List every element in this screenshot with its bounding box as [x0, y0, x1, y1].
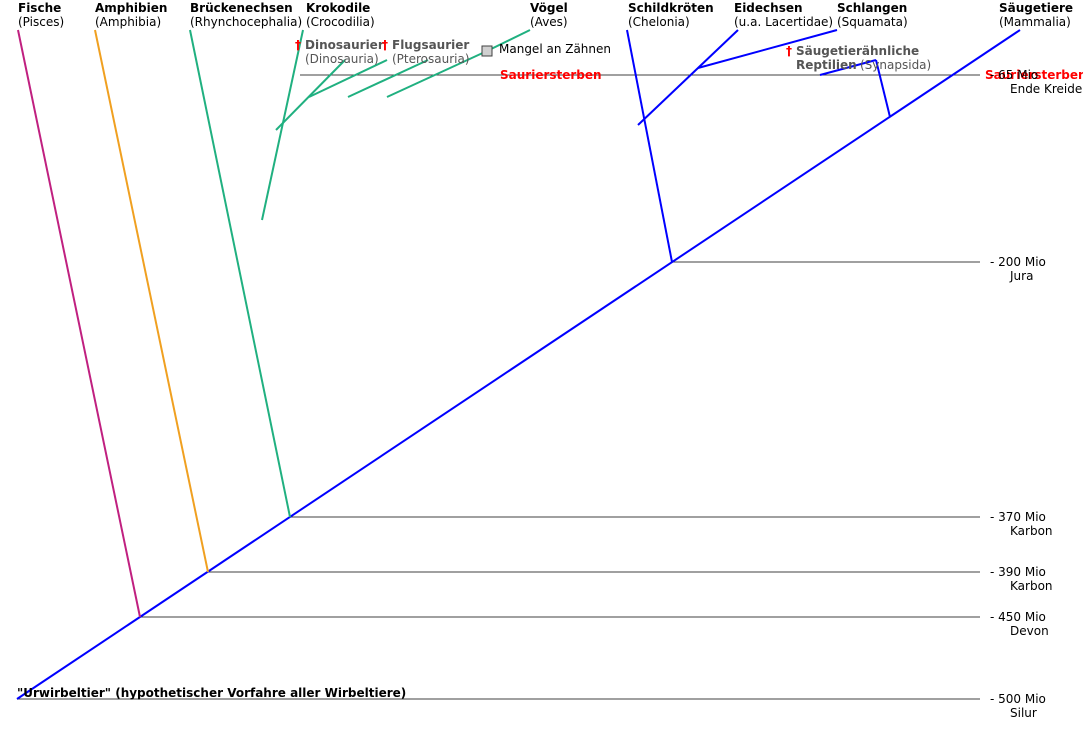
taxon-eidechsen-name: Eidechsen: [734, 1, 803, 15]
taxon-voegel-latin: (Aves): [530, 15, 568, 29]
phylogeny-diagram: Fische(Pisces) Amphibien(Amphibia) Brücken…: [0, 0, 1083, 732]
time-period-0: Ende Kreide: [1010, 82, 1082, 96]
time-period-5: Silur: [1010, 706, 1037, 720]
sauriersterben-label-0: Sauriersterben: [500, 68, 602, 82]
branch-amphibien: [95, 30, 208, 572]
extinct-flugsaurier-name: Flugsaurier: [392, 38, 469, 52]
square-marker-icon: [482, 46, 492, 56]
root-label: "Urwirbeltier" (hypothetischer Vorfahre …: [17, 686, 406, 700]
taxon-schlangen-name: Schlangen: [837, 1, 907, 15]
branch-krokodile: [262, 30, 303, 220]
dagger-dinosaurier: †: [295, 38, 301, 52]
extinct-flugsaurier-latin: (Pterosauria): [392, 52, 470, 66]
extinct-synapsida-name2: Reptilien: [796, 58, 857, 72]
branch-archosaur-inner: [276, 60, 345, 130]
taxon-schlangen-latin: (Squamata): [837, 15, 908, 29]
taxon-bruecken-latin: (Rhynchocephalia): [190, 15, 302, 29]
dagger-flugsaurier: †: [382, 38, 388, 52]
taxon-fische-name: Fische: [18, 1, 61, 15]
branch-schildkroeten: [627, 30, 672, 262]
note-mangel-an-zaehnen: Mangel an Zähnen: [499, 42, 611, 56]
time-age-4: - 450 Mio: [990, 610, 1046, 624]
taxon-krokodile-latin: (Crocodilia): [306, 15, 375, 29]
extinct-synapsida-latin: (Synapsida): [860, 58, 931, 72]
branch-bruecken-trunk: [190, 30, 290, 517]
taxon-voegel-name: Vögel: [530, 1, 568, 15]
time-age-5: - 500 Mio: [990, 692, 1046, 706]
backbone-line: [17, 30, 1020, 699]
dagger-synapsida: †: [786, 44, 792, 58]
extinct-dinosaurier-latin: (Dinosauria): [305, 52, 379, 66]
taxon-amphibien-latin: (Amphibia): [95, 15, 161, 29]
taxon-eidechsen-latin: (u.a. Lacertidae): [734, 15, 833, 29]
branch-fische: [18, 30, 140, 617]
taxon-fische-latin: (Pisces): [18, 15, 64, 29]
taxon-saeugetiere-name: Säugetiere: [999, 1, 1073, 15]
taxon-amphibien-name: Amphibien: [95, 1, 167, 15]
time-age-2: - 370 Mio: [990, 510, 1046, 524]
time-period-1: Jura: [1009, 269, 1033, 283]
time-period-2: Karbon: [1010, 524, 1053, 538]
taxon-krokodile-name: Krokodile: [306, 1, 370, 15]
time-period-3: Karbon: [1010, 579, 1053, 593]
time-period-4: Devon: [1010, 624, 1049, 638]
taxon-schildkroeten-name: Schildkröten: [628, 1, 714, 15]
time-age-1: - 200 Mio: [990, 255, 1046, 269]
extinct-synapsida-name1: Säugetierähnliche: [796, 44, 919, 58]
taxon-saeugetiere-latin: (Mammalia): [999, 15, 1071, 29]
taxon-bruecken-name: Brückenechsen: [190, 1, 293, 15]
time-age-0: - 65 Mio: [990, 68, 1038, 82]
extinct-dinosaurier-name: Dinosaurier: [305, 38, 384, 52]
time-age-3: - 390 Mio: [990, 565, 1046, 579]
taxon-schildkroeten-latin: (Chelonia): [628, 15, 690, 29]
